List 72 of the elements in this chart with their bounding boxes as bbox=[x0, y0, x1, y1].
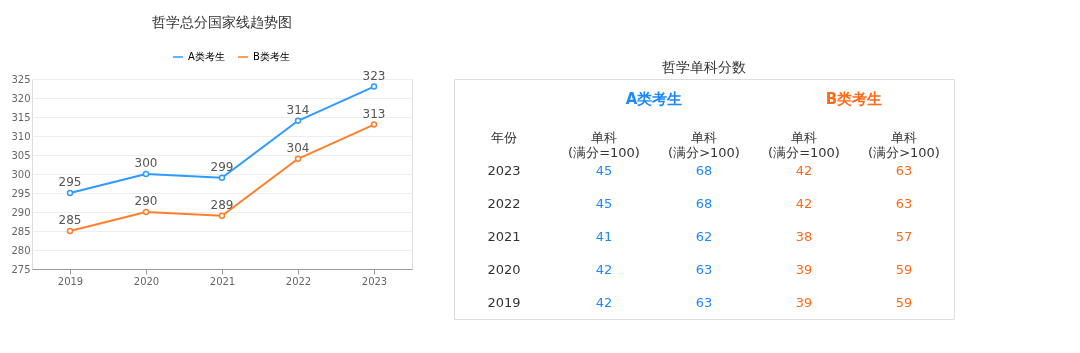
y-tick-label: 2023 bbox=[487, 163, 521, 179]
data-label: 42 bbox=[595, 294, 613, 310]
x-tick-label: 单科 (满分=100) bbox=[768, 130, 840, 161]
data-label: 59 bbox=[895, 294, 913, 310]
data-label: 313 bbox=[362, 106, 386, 121]
data-label: 314 bbox=[286, 102, 310, 117]
legend-label: B类考生 bbox=[253, 51, 290, 62]
data-label: 63 bbox=[695, 294, 713, 310]
y-tick-label: 2022 bbox=[487, 195, 521, 211]
chart-title: 哲学单科分数 bbox=[662, 59, 746, 75]
data-label: 289 bbox=[210, 197, 234, 212]
legend-label: A类考生 bbox=[188, 51, 225, 62]
data-label: 68 bbox=[695, 195, 713, 211]
data-label: 45 bbox=[595, 195, 613, 211]
data-label: 63 bbox=[895, 195, 913, 211]
y-tick-label: 275 bbox=[11, 263, 31, 275]
y-tick-label: 305 bbox=[11, 149, 31, 161]
text: A类考生 bbox=[625, 89, 683, 108]
data-label: 39 bbox=[795, 294, 813, 310]
y-tick-label: 2021 bbox=[487, 228, 521, 244]
data-label: 38 bbox=[795, 228, 813, 244]
data-label: 300 bbox=[134, 156, 158, 170]
point bbox=[370, 121, 378, 128]
y-tick-label: 295 bbox=[11, 187, 31, 199]
point bbox=[66, 227, 74, 235]
y-tick-label: 315 bbox=[11, 111, 31, 123]
data-label: 63 bbox=[895, 163, 913, 179]
data-label: 42 bbox=[595, 261, 613, 277]
x-tick-label: 单科 (满分=100) bbox=[568, 130, 640, 161]
data-label: 42 bbox=[795, 163, 813, 179]
data-label: 59 bbox=[895, 261, 913, 277]
point bbox=[218, 212, 226, 220]
y-tick-label: 285 bbox=[11, 225, 31, 237]
x-tick-label: 2023 bbox=[361, 275, 388, 287]
point bbox=[294, 155, 302, 163]
y-tick-label: 325 bbox=[11, 73, 31, 85]
x-tick-label: 2021 bbox=[209, 275, 236, 287]
data-label: 68 bbox=[695, 163, 713, 179]
y-tick-label: 290 bbox=[11, 206, 31, 218]
x-tick-label: 单科 (满分>100) bbox=[668, 130, 740, 161]
y-axis-title: 年份 bbox=[491, 130, 517, 146]
y-tick-label: 310 bbox=[11, 130, 31, 142]
x-tick-label: 单科 (满分>100) bbox=[868, 130, 940, 161]
x-tick-label: 2019 bbox=[57, 275, 84, 287]
point bbox=[294, 117, 302, 125]
data-label: 295 bbox=[58, 175, 82, 189]
data-label: 62 bbox=[695, 228, 713, 244]
y-tick-label: 320 bbox=[11, 92, 31, 104]
y-tick-label: 2020 bbox=[487, 261, 521, 277]
point bbox=[66, 189, 74, 197]
data-label: 285 bbox=[58, 213, 82, 227]
point bbox=[142, 170, 150, 178]
data-label: 290 bbox=[134, 194, 158, 208]
point bbox=[218, 174, 226, 182]
chart-title: 哲学总分国家线趋势图 bbox=[152, 13, 292, 30]
x-tick-label: 2020 bbox=[133, 275, 160, 287]
data-label: 39 bbox=[795, 261, 813, 277]
data-label: 57 bbox=[895, 228, 913, 244]
data-label: 299 bbox=[210, 159, 234, 174]
y-tick-label: 2019 bbox=[487, 294, 521, 310]
data-label: 41 bbox=[595, 228, 613, 244]
y-tick-label: 300 bbox=[11, 168, 31, 180]
data-label: 304 bbox=[286, 140, 310, 155]
data-label: 63 bbox=[695, 261, 713, 277]
point bbox=[142, 208, 150, 216]
data-label: 45 bbox=[595, 163, 613, 179]
text: B类考生 bbox=[825, 89, 883, 108]
data-label: 42 bbox=[795, 195, 813, 211]
x-tick-label: 2022 bbox=[285, 275, 312, 287]
point bbox=[370, 83, 378, 90]
data-label: 323 bbox=[362, 68, 386, 83]
y-tick-label: 280 bbox=[11, 244, 31, 256]
